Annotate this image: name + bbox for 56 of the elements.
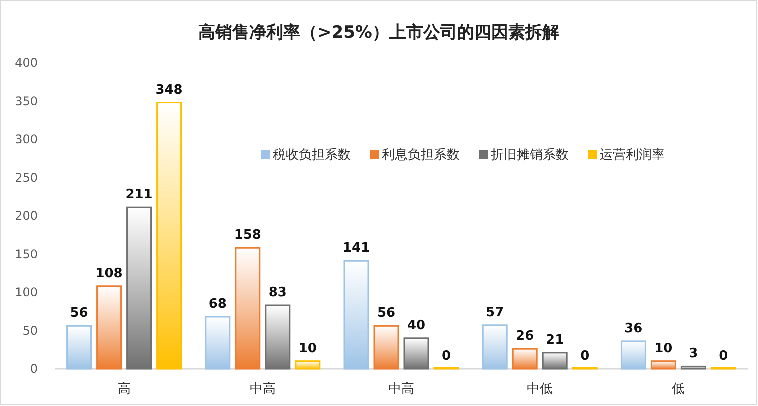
data-label: 141 [342,241,370,256]
data-label: 108 [96,266,123,282]
data-label: 158 [234,228,262,244]
bar [126,206,152,370]
bar [235,247,261,370]
data-label: 3 [689,346,698,362]
data-label: 0 [580,349,590,364]
y-tick-label: 300 [15,132,38,146]
bar [374,325,400,370]
bar [680,366,706,370]
bar [404,338,430,370]
legend-label: 税收负担系数 [273,148,351,163]
legend-label: 利息负担系数 [382,148,460,163]
data-label: 56 [70,306,88,322]
y-tick-label: 0 [30,362,38,376]
data-label: 0 [442,349,452,364]
data-label: 0 [719,349,728,364]
legend-label: 运营利润率 [600,147,665,163]
y-tick-label: 400 [15,56,38,70]
data-label: 40 [407,318,426,334]
x-tick-label: 高 [118,381,131,397]
y-tick-label: 350 [15,94,38,108]
data-label: 68 [208,296,227,312]
data-label: 26 [516,329,534,344]
legend-label: 折旧摊销系数 [491,148,569,163]
y-tick-label: 200 [15,209,38,223]
x-tick-label: 中低 [527,382,554,397]
bar [344,260,370,370]
bar [620,340,646,370]
bar [205,316,231,370]
data-label: 21 [546,332,564,348]
x-tick-label: 低 [672,382,686,397]
data-label: 36 [624,321,643,336]
y-tick-label: 150 [15,247,38,262]
data-label: 211 [126,188,153,203]
data-label: 83 [268,286,287,301]
bar [295,360,321,370]
x-tick-label: 中高 [388,381,414,397]
bar [66,325,92,370]
chart-title: 高销售净利率（>25%）上市公司的四因素拆解 [198,23,560,43]
bar [542,352,568,370]
bar [650,360,676,370]
data-label: 348 [156,82,183,98]
data-label: 10 [654,341,673,356]
bar [512,348,538,370]
y-tick-label: 250 [15,170,38,185]
y-tick-label: 50 [22,324,38,338]
bar [96,286,122,370]
y-tick-label: 100 [15,286,38,300]
bar [265,304,291,370]
bar [156,102,182,370]
bar [482,324,508,370]
data-label: 10 [298,341,317,356]
x-tick-label: 中高 [250,381,276,397]
data-label: 56 [377,306,396,322]
data-label: 57 [486,305,504,320]
